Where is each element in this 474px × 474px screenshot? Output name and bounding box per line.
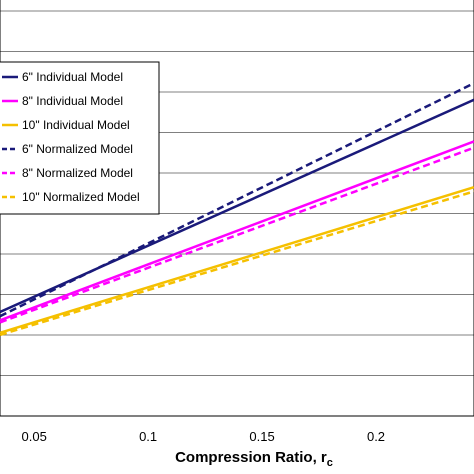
x-axis-title-subscript: c — [327, 457, 333, 469]
legend-box — [0, 61, 160, 215]
series-line-2 — [0, 140, 474, 322]
series-line-4 — [0, 82, 474, 318]
x-tick-label: 0.1 — [139, 429, 157, 444]
plot-area-border — [0, 0, 474, 417]
series-line-3 — [0, 186, 474, 334]
legend-label: 10" Normalized Model — [22, 190, 140, 204]
x-tick-label: 0.15 — [249, 429, 274, 444]
series-line-6 — [0, 190, 474, 337]
x-tick-label: 0.05 — [22, 429, 47, 444]
legend-label: 10" Individual Model — [22, 118, 130, 132]
legend-label: 6" Normalized Model — [22, 142, 133, 156]
series-lines — [0, 82, 474, 337]
legend-label: 8" Normalized Model — [22, 166, 133, 180]
x-axis-title-main: Compression Ratio, r — [175, 449, 327, 466]
x-tick-label: 0.2 — [367, 429, 385, 444]
legend-label: 6" Individual Model — [22, 70, 123, 84]
x-axis-title: Compression Ratio, rc — [175, 449, 333, 469]
series-line-5 — [0, 146, 474, 324]
legend-label: 8" Individual Model — [22, 94, 123, 108]
legend: 6" Individual Model 8" Individual Model 10… — [0, 61, 160, 215]
x-tick-labels: 0.05 0.1 0.15 0.2 — [22, 429, 386, 444]
